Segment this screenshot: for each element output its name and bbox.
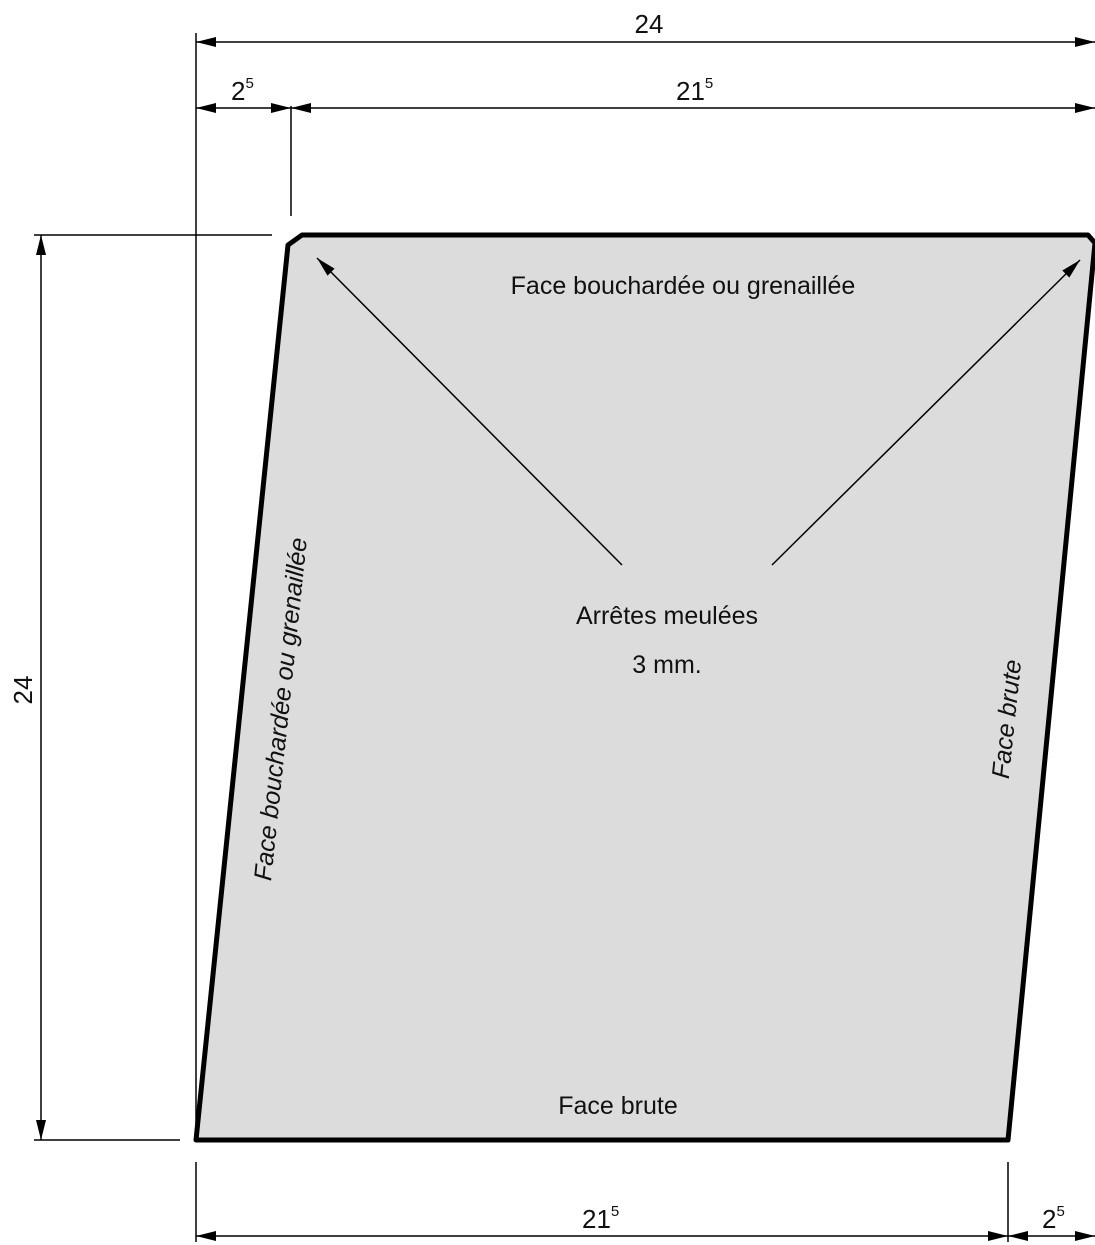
leader-arrow-top-left-corner: [316, 257, 623, 566]
edge-note-line-2: 3 mm.: [632, 651, 701, 679]
dimension-bottom-main-label: 215: [582, 1203, 619, 1234]
stone-profile: [193, 232, 1095, 1143]
face-label-top: Face bouchardée ou grenaillée: [511, 272, 856, 300]
edge-note-line-1: Arrêtes meulées: [576, 602, 758, 630]
dimension-top-main-label: 215: [676, 75, 713, 106]
dimension-top-left-offset-label: 25: [231, 75, 254, 106]
dimension-bottom-right-offset-label: 25: [1042, 1203, 1065, 1234]
dimension-left-height-label: 24: [8, 676, 38, 705]
dimension-top-overall-label: 24: [635, 9, 664, 39]
leader-arrow-top-right-corner: [771, 259, 1081, 566]
face-label-bottom: Face brute: [558, 1092, 678, 1120]
